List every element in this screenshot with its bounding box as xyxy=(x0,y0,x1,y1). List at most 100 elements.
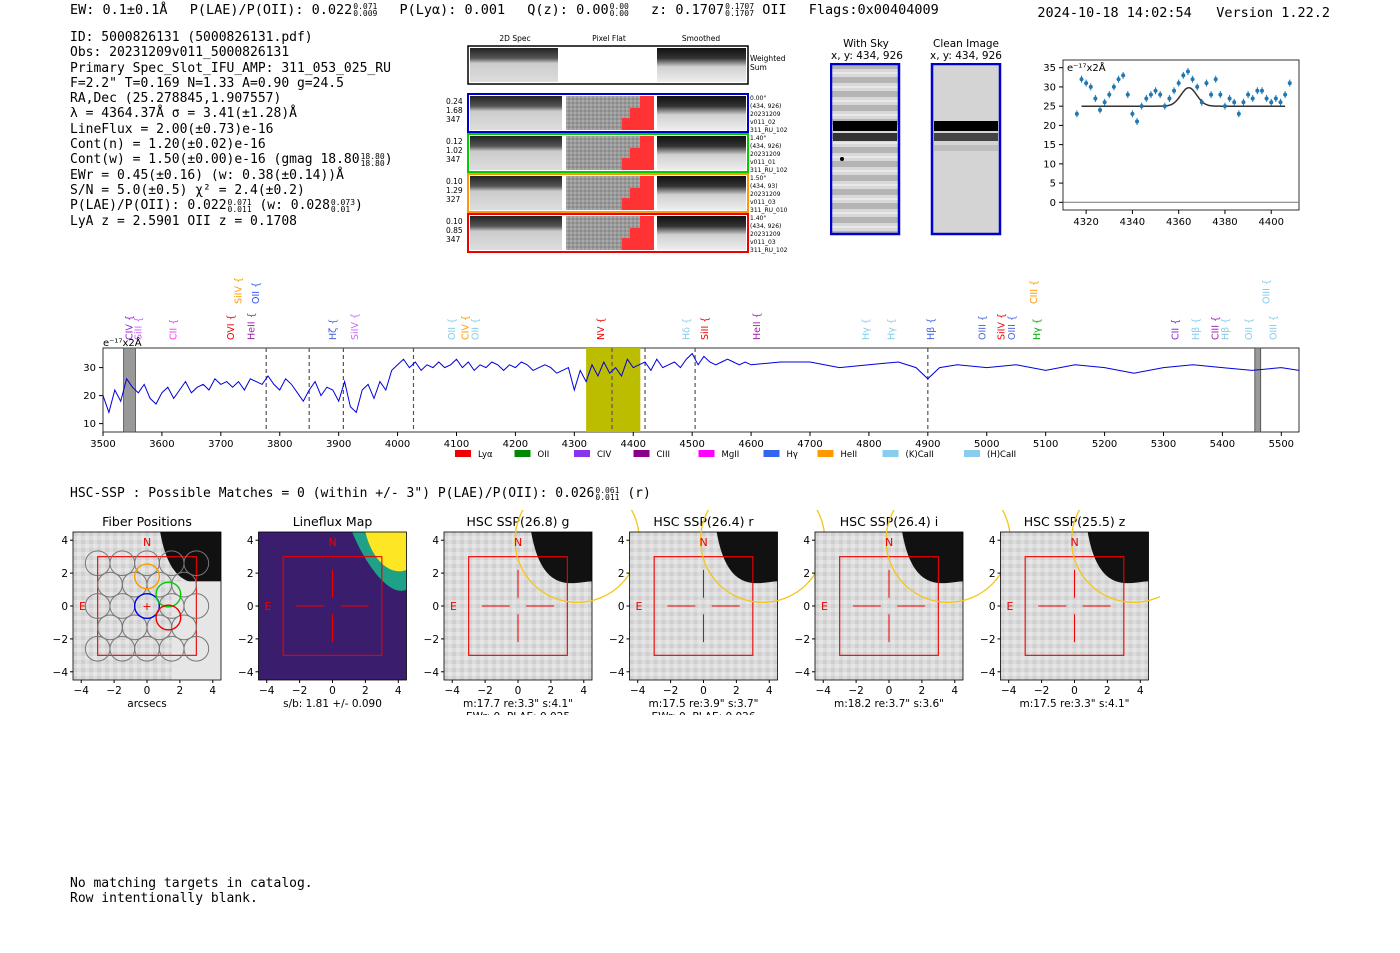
line-fit-point xyxy=(1278,100,1283,105)
fiber-4 xyxy=(155,604,182,631)
clean-image-title: Clean Image x, y: 434, 926 xyxy=(930,38,1002,62)
spectrum-xtick-label: 4800 xyxy=(856,439,881,450)
detection-info: ID: 5000826131 (5000826131.pdf) Obs: 202… xyxy=(70,30,393,229)
line-fit-point xyxy=(1222,104,1227,109)
line-fit-point xyxy=(1135,119,1140,124)
bright-source xyxy=(160,532,221,584)
east-label: E xyxy=(450,600,457,613)
line-fit-point xyxy=(1107,92,1112,97)
hsc-panel-plae: EWr: 0, PLAE: 0.026 xyxy=(651,711,755,715)
fiber-row-meta: 311_RU_102 xyxy=(750,167,788,174)
fiber-smoothed xyxy=(657,136,746,170)
spectrum-ytick-label: 20 xyxy=(83,391,96,402)
spectral-line-label: Hγ { xyxy=(861,318,872,340)
fiber-row-meta: (434, 926) xyxy=(750,223,781,230)
hsc-xtick-label: −2 xyxy=(1034,685,1049,697)
spectrum-legend-swatch xyxy=(698,450,715,457)
hsc-xtick-label: 2 xyxy=(548,685,555,697)
spectrum-xtick-label: 3500 xyxy=(90,439,115,450)
fiber-2d-spec xyxy=(470,136,562,170)
fiber-circle xyxy=(183,593,210,619)
hsc-ytick-label: −2 xyxy=(609,634,624,646)
hsc-ytick-label: 0 xyxy=(989,601,996,613)
line-fit-frame xyxy=(1062,59,1300,211)
line-fit-point xyxy=(1218,92,1223,97)
line-fit-point xyxy=(1153,88,1158,93)
spectrum-legend-swatch xyxy=(817,450,834,457)
line-fit-point xyxy=(1255,88,1260,93)
line-fit-ytick-label: 35 xyxy=(1043,63,1056,74)
line-fit-point xyxy=(1098,108,1103,112)
hsc-ytick-label: −4 xyxy=(424,667,440,679)
spectral-line-label: HeII { xyxy=(752,312,763,340)
east-label: E xyxy=(1007,600,1014,613)
fiber-row-stat: 347 xyxy=(446,235,461,244)
spectral-line-label: OII { xyxy=(1244,318,1255,340)
fiber-smoothed xyxy=(657,216,746,250)
hsc-xtick-label: −2 xyxy=(106,685,121,697)
fiber-row-meta: (434, 926) xyxy=(750,103,781,110)
hsc-ytick-label: 0 xyxy=(61,601,68,613)
spectrum-xtick-label: 4000 xyxy=(385,439,410,450)
line-fit-point xyxy=(1167,96,1172,101)
hsc-xtick-label: 0 xyxy=(1071,685,1078,697)
spectrum-legend-label: Hγ xyxy=(787,450,798,460)
fiber-row-stat: 0.85 xyxy=(446,226,463,235)
hsc-panel-image xyxy=(815,532,963,680)
hsc-xtick-label: 2 xyxy=(1104,685,1111,697)
spectrum-legend-swatch xyxy=(964,450,980,457)
fiber-circle xyxy=(171,614,197,641)
spectral-line-label-top: OII { xyxy=(251,282,262,304)
spectrum-xtick-label: 4500 xyxy=(679,439,704,450)
col-flat-label: Pixel Flat xyxy=(592,34,626,43)
spectrum-xtick-label: 4400 xyxy=(621,439,646,450)
hsc-xtick-label: −4 xyxy=(259,685,275,697)
fiber-row-meta: v011_03 xyxy=(750,239,776,246)
north-label: N xyxy=(329,536,337,549)
spectrum-xtick-label: 5100 xyxy=(1033,439,1058,450)
hsc-panel-image xyxy=(258,532,407,680)
line-fit-point xyxy=(1199,100,1204,105)
spectrum-xtick-label: 5300 xyxy=(1151,439,1176,450)
line-fit-point xyxy=(1185,69,1190,74)
line-fit-point xyxy=(1236,111,1241,116)
flux-contour-peak xyxy=(365,532,407,572)
spectral-line-label: OIII { xyxy=(978,315,989,340)
z-value: z: 0.1707 xyxy=(650,2,725,18)
plya-value: P(Lyα): 0.001 xyxy=(399,2,506,18)
north-label: N xyxy=(1071,536,1079,549)
spectral-line-label: OIII { xyxy=(1269,315,1280,340)
line-fit-ytick-label: 25 xyxy=(1043,102,1056,113)
spectrum-unit: e⁻¹⁷x2Å xyxy=(103,336,142,349)
weighted-label: Weighted xyxy=(750,54,786,63)
spectrum-legend-label: (H)CaII xyxy=(987,450,1016,460)
with-sky-image xyxy=(830,63,901,236)
line-fit-point xyxy=(1125,92,1130,97)
spectral-line-label: SiII { xyxy=(133,317,144,340)
fiber-row-meta: 20231209 xyxy=(750,151,781,158)
hsc-ytick-label: −4 xyxy=(53,667,69,679)
fiber-row-meta: 1.50" xyxy=(750,175,766,182)
spectrum-masked-region xyxy=(123,347,136,433)
spectrum-frame xyxy=(102,347,1300,433)
line-fit-point xyxy=(1287,81,1292,86)
aperture-box xyxy=(839,556,939,656)
hsc-panel-image xyxy=(1000,532,1149,680)
aperture-box xyxy=(653,556,754,656)
fiber-flat-mask xyxy=(622,176,654,210)
fiber-row-meta: (434, 926) xyxy=(750,143,781,150)
line-fit-chart: e⁻¹⁷x2Å 4320 4340 4360 4380 4400 0 5 10 15 20 25 30… xyxy=(1043,59,1300,228)
hsc-ytick-label: 4 xyxy=(803,535,810,547)
line-fit-xtick-label: 4380 xyxy=(1212,217,1237,228)
line-fit-point xyxy=(1144,96,1149,101)
fiber-row-meta: 311_RU_102 xyxy=(750,247,788,254)
hsc-panel-stats: m:18.2 re:3.7" s:3.6" xyxy=(834,698,944,710)
spectral-line-label: SiIV { xyxy=(350,313,361,340)
hsc-ytick-label: −4 xyxy=(795,667,811,679)
hsc-xtick-label: 0 xyxy=(515,685,522,697)
line-fit-point xyxy=(1172,88,1177,93)
aperture-ellipse xyxy=(1070,510,1160,604)
